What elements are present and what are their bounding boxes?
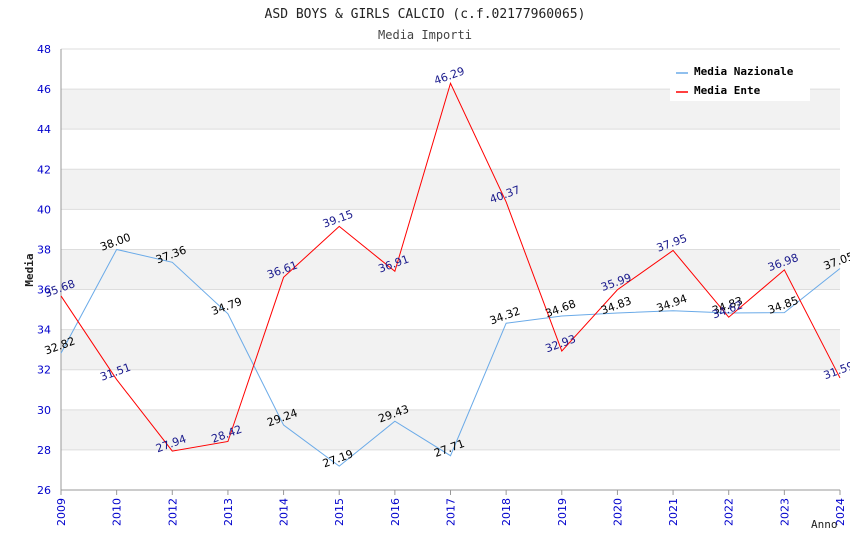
series-line-media-nazionale [60, 248, 841, 467]
data-label: 27.19 [321, 447, 355, 470]
x-tick-label: 2012 [166, 498, 179, 526]
y-tick-label: 30 [37, 404, 51, 417]
x-tick-label: 2022 [723, 498, 736, 526]
data-label: 35.68 [43, 277, 77, 300]
legend-label-media-nazionale: Media Nazionale [694, 65, 794, 78]
plot-band [61, 329, 840, 370]
y-tick-label: 46 [37, 83, 51, 96]
data-label: 46.29 [432, 64, 466, 87]
chart-subtitle: Media Importi [378, 28, 472, 42]
y-tick-label: 32 [37, 364, 51, 377]
legend-box [670, 58, 810, 101]
x-tick-label: 2015 [333, 498, 346, 526]
x-tick-label: 2018 [500, 498, 513, 526]
y-tick-label: 34 [37, 324, 51, 337]
x-tick-label: 2013 [222, 498, 235, 526]
x-axis-label: Anno [811, 518, 838, 531]
legend: Media Nazionale Media Ente [670, 58, 810, 101]
x-tick-label: 2010 [111, 498, 124, 526]
y-tick-label: 36 [37, 284, 51, 297]
legend-label-media-ente: Media Ente [694, 84, 761, 97]
plot-band [61, 249, 840, 290]
plot-bands [61, 89, 840, 450]
grid-lines [61, 48, 840, 491]
series-line-media-ente [60, 81, 841, 452]
data-label: 34.79 [210, 295, 244, 318]
data-label: 34.32 [488, 304, 522, 327]
y-tick-label: 44 [37, 123, 51, 136]
data-label: 34.68 [544, 297, 578, 320]
x-tick-label: 2019 [556, 498, 569, 526]
x-tick-label: 2009 [55, 498, 68, 526]
data-label: 34.83 [599, 294, 633, 317]
y-tick-label: 48 [37, 43, 51, 56]
x-tick-label: 2021 [667, 498, 680, 526]
x-tick-label: 2014 [278, 498, 291, 526]
y-tick-label: 28 [37, 444, 51, 457]
x-axis-ticks: 2009 2010 2012 2013 2014 2015 2016 2017 2018 2019… [55, 490, 847, 526]
x-tick-label: 2020 [611, 498, 624, 526]
y-tick-label: 26 [37, 484, 51, 497]
x-tick-label: 2023 [778, 498, 791, 526]
chart-title: ASD BOYS & GIRLS CALCIO (c.f.02177960065… [265, 7, 586, 22]
y-axis-ticks: 26 28 30 32 34 36 38 40 42 44 46 48 [37, 43, 51, 497]
plot-band [61, 409, 840, 450]
plot-band [61, 169, 840, 210]
y-axis-label: Media [23, 253, 36, 286]
series-group [60, 81, 841, 467]
data-label: 34.85 [766, 294, 800, 317]
y-tick-label: 38 [37, 243, 51, 256]
x-tick-label: 2016 [389, 498, 402, 526]
x-tick-label: 2024 [834, 498, 847, 526]
x-tick-label: 2017 [445, 498, 458, 526]
y-tick-label: 40 [37, 203, 51, 216]
y-tick-label: 42 [37, 163, 51, 176]
